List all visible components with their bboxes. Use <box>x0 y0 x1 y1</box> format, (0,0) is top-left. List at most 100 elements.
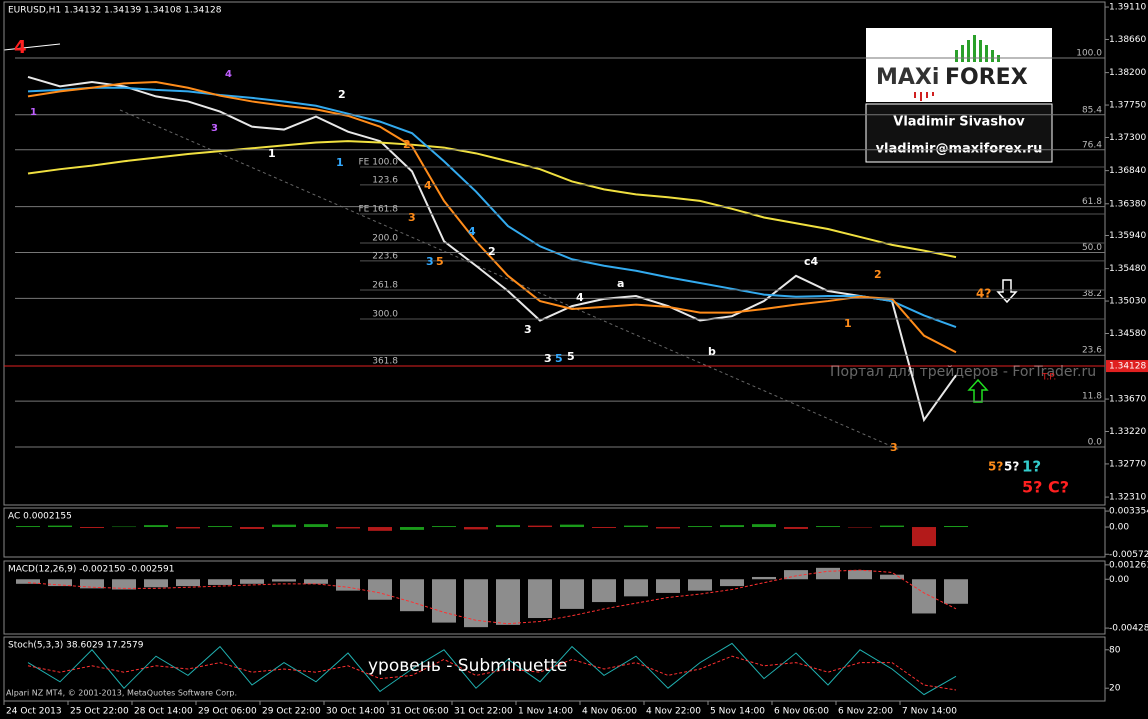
panel-title: Stoch(5,3,3) 38.6029 17.2579 <box>8 641 144 651</box>
panel-frame <box>3 636 1106 702</box>
x-tick-label: 31 Oct 22:00 <box>454 707 513 717</box>
wave-label: 3 <box>890 441 898 454</box>
bar <box>272 524 296 528</box>
x-tick-label: 30 Oct 14:00 <box>326 707 385 717</box>
series-line <box>27 86 957 328</box>
bar <box>592 579 616 603</box>
wave-label: b <box>708 345 716 358</box>
x-tick-label: 4 Nov 22:00 <box>646 707 701 717</box>
y-tick-label: 0.001261 <box>1109 560 1148 570</box>
series-line <box>27 655 957 691</box>
wave-label: 5? <box>988 460 1003 474</box>
wave-label: 4 <box>14 37 27 58</box>
wave-label: 4 <box>468 225 476 238</box>
bar <box>624 579 648 597</box>
author-email: vladimir@maxiforex.ru <box>876 142 1043 157</box>
fe-label: 261.8 <box>372 280 398 290</box>
y-tick-label: 80 <box>1109 645 1121 655</box>
panel-title: MACD(12,26,9) -0.002150 -0.002591 <box>8 565 174 575</box>
wave-label: 1 <box>336 156 344 169</box>
logo-box <box>866 28 1052 102</box>
bar <box>720 525 744 528</box>
copyright: Alpari NZ MT4, © 2001-2013, MetaQuotes S… <box>6 689 237 698</box>
fib-label: 0.0 <box>1088 438 1103 448</box>
panel-title: AC 0.0002155 <box>8 512 72 522</box>
wave-label: 5? C? <box>1022 478 1069 497</box>
wave-label: 5 <box>436 255 444 268</box>
y-tick-label: 1.36380 <box>1109 199 1146 209</box>
bar <box>48 525 72 528</box>
x-tick-label: 29 Oct 06:00 <box>198 707 257 717</box>
bar <box>592 527 616 528</box>
logo-red-bars <box>914 92 934 101</box>
fib-label: 23.6 <box>1082 346 1102 356</box>
up-arrow <box>967 378 989 403</box>
bar <box>80 579 104 589</box>
bar <box>144 525 168 528</box>
bar <box>656 579 680 593</box>
bar <box>944 526 968 528</box>
y-tick-label: 1.35030 <box>1109 297 1146 307</box>
bar <box>112 579 136 590</box>
fib-label: 85.4 <box>1082 105 1102 115</box>
bar <box>240 579 264 584</box>
bar <box>400 527 424 530</box>
fe-label: 300.0 <box>372 310 398 320</box>
y-tick-label: 1.38200 <box>1109 68 1146 78</box>
bar <box>48 579 72 587</box>
wave-label: 1 <box>30 107 37 118</box>
logo-maxi: MAXi <box>876 65 939 90</box>
bar <box>784 527 808 529</box>
wave-label: 4 <box>225 69 232 80</box>
last-price-label: 1.34128 <box>1109 362 1146 372</box>
wave-label: 4 <box>424 179 432 192</box>
x-tick-label: 4 Nov 06:00 <box>582 707 637 717</box>
bar <box>304 524 328 528</box>
signal-line <box>27 569 957 625</box>
y-tick-label: -0.005728 <box>1109 550 1148 560</box>
fib-label: 100.0 <box>1076 49 1102 59</box>
fe-label: 361.8 <box>372 356 398 366</box>
wave-label: 5 <box>567 350 575 363</box>
bar <box>720 579 744 587</box>
series-line <box>27 642 957 696</box>
x-tick-label: 24 Oct 2013 <box>6 707 62 717</box>
bar <box>944 579 968 604</box>
bar <box>496 525 520 528</box>
x-tick-label: 29 Oct 22:00 <box>262 707 321 717</box>
bar <box>912 527 936 547</box>
y-tick-label: 1.33220 <box>1109 427 1146 437</box>
y-tick-label: 0.00 <box>1109 575 1129 585</box>
bar <box>816 526 840 528</box>
fe-label: 123.6 <box>372 175 398 185</box>
fib-label: 76.4 <box>1082 140 1102 150</box>
series-line <box>27 75 957 423</box>
panel-frame <box>3 560 1106 635</box>
y-tick-label: 1.38660 <box>1109 35 1146 45</box>
y-tick-label: 1.39110 <box>1109 3 1146 13</box>
fib-label: 50.0 <box>1082 243 1102 253</box>
fe-label: 223.6 <box>372 251 398 261</box>
bar <box>656 527 680 529</box>
wave-label: 5 <box>555 352 563 365</box>
wave-label: 3 <box>408 211 416 224</box>
bar <box>336 579 360 591</box>
y-tick-label: 1.33670 <box>1109 395 1146 405</box>
panel-frame <box>3 507 1106 558</box>
logo-forex: FOREX <box>945 65 1028 90</box>
series-line <box>27 80 957 354</box>
bar <box>304 579 328 584</box>
bar <box>784 570 808 580</box>
last-price-box <box>1106 360 1148 373</box>
wave-label: 2 <box>403 138 411 151</box>
y-tick-label: 0.003354 <box>1109 507 1148 517</box>
wave-label: 4 <box>576 291 584 304</box>
wave-label: 3 <box>524 323 532 336</box>
wave-label: 3 <box>544 352 552 365</box>
wave-label: 4? <box>976 287 991 301</box>
bar <box>80 527 104 528</box>
wave-label: c4 <box>804 255 819 268</box>
bar <box>16 526 40 528</box>
x-tick-label: 6 Nov 22:00 <box>838 707 893 717</box>
fib-label: 61.8 <box>1082 197 1102 207</box>
